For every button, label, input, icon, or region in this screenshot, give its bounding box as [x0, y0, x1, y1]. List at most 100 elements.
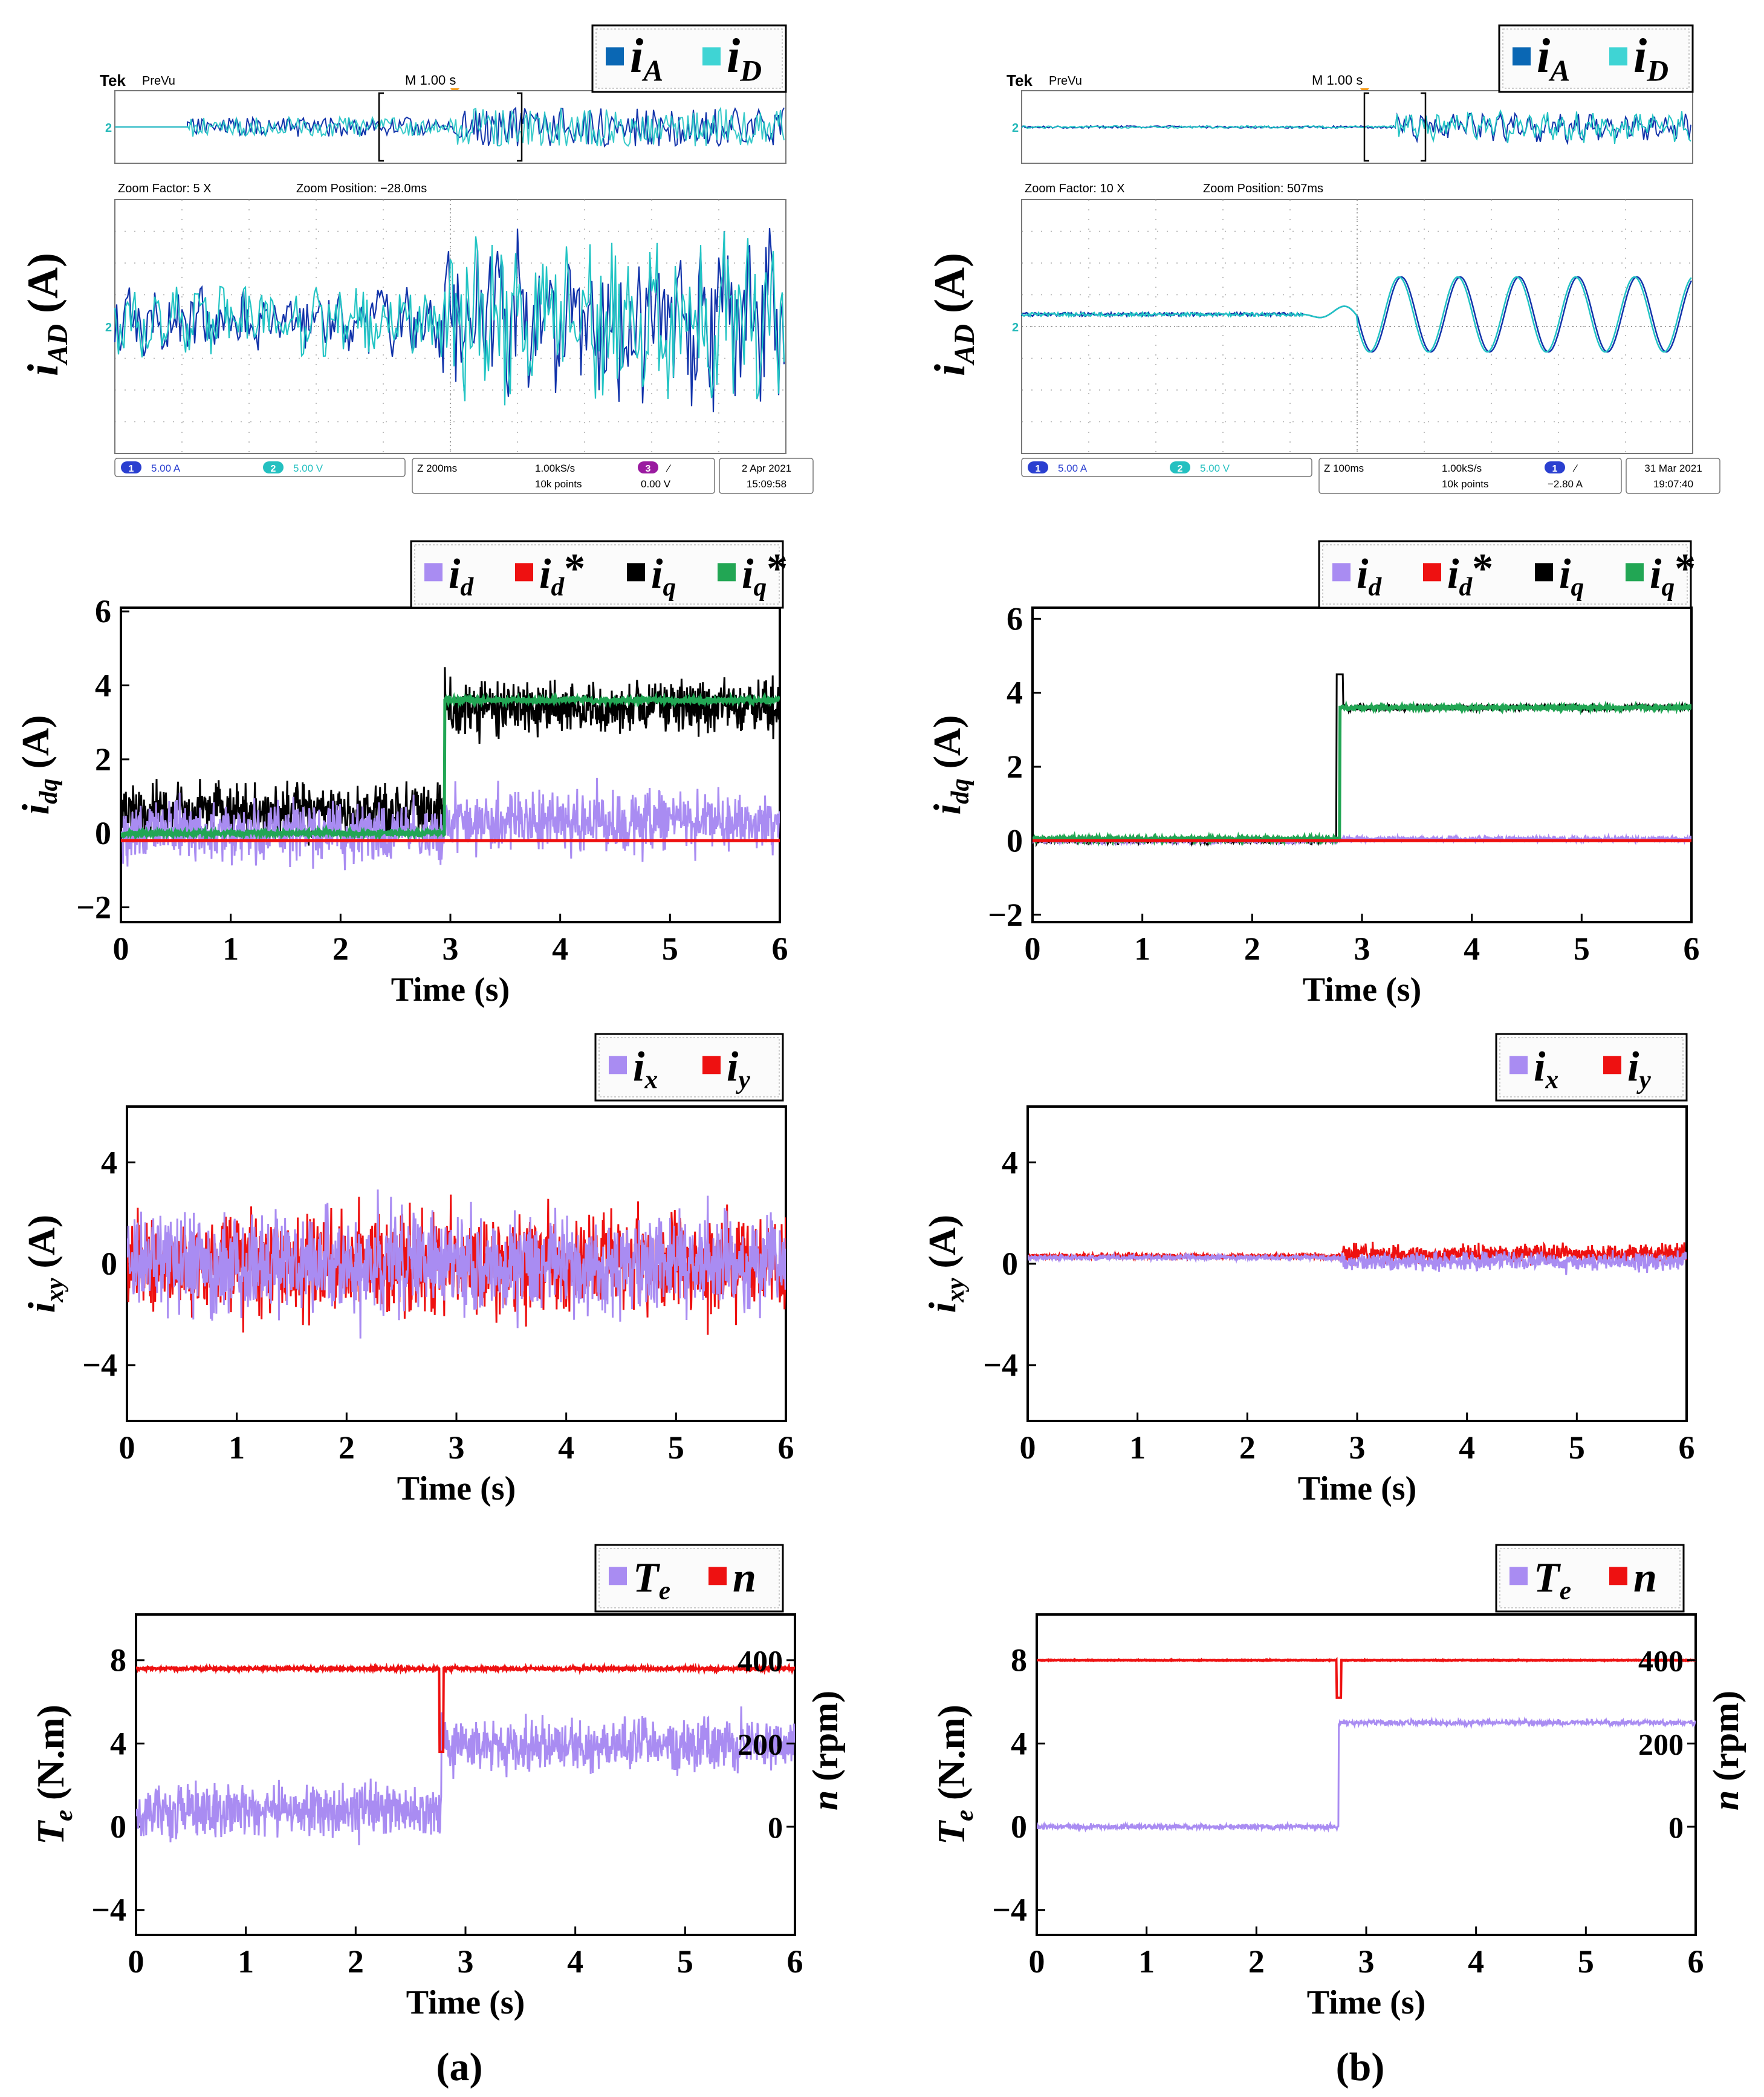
- x-tick-label: 6: [1679, 1429, 1695, 1466]
- legend-label-sub: y: [735, 1065, 750, 1094]
- series-line-n: [1037, 1657, 1696, 1699]
- legend-label-sub: q: [1571, 573, 1584, 602]
- legend-swatch-iq-ref: [1626, 563, 1644, 582]
- legend-label: iA: [1537, 30, 1570, 87]
- legend-label-star: *: [767, 546, 788, 593]
- legend-label-sub: e: [659, 1576, 670, 1605]
- scope-ch2-badge: [263, 461, 284, 473]
- y2-axis-label: n (rpm): [805, 1691, 845, 1810]
- scope-ch1-scale: 5.00 A: [151, 463, 181, 474]
- x-tick-label: 1: [222, 931, 239, 967]
- scope-sample-rate: 1.00kS/s: [535, 463, 575, 474]
- scope-time: 15:09:58: [747, 478, 786, 490]
- scope-brand: Tek: [1007, 71, 1033, 89]
- y-axis-label-text: ixy (A): [20, 1215, 69, 1313]
- legend-label-sub: d: [551, 573, 565, 602]
- y-axis-label-unit: (A): [926, 253, 974, 324]
- y-tick-label: −2: [988, 897, 1023, 933]
- scope-mode: PreVu: [1049, 74, 1082, 88]
- y2-axis-label-text: n (rpm): [1706, 1691, 1746, 1810]
- legend-label: id*: [539, 546, 585, 602]
- x-tick-label: 1: [1134, 931, 1150, 967]
- legend-label-main: i: [651, 551, 663, 597]
- y-tick-label: 2: [95, 741, 111, 778]
- y-axis-label-main: i: [921, 1302, 964, 1313]
- scope-date: 2 Apr 2021: [742, 463, 791, 474]
- series-line-iy: [1028, 1241, 1687, 1266]
- y-tick-label: −4: [82, 1347, 117, 1383]
- y-tick-label: 4: [95, 667, 111, 703]
- legend: ix iy: [1495, 1033, 1688, 1102]
- y-axis-label: ixy (A): [921, 1215, 970, 1313]
- y-axis-label-sub: e: [950, 1810, 979, 1821]
- x-tick-label: 2: [1244, 931, 1260, 967]
- y-tick-label: 0: [1007, 822, 1023, 859]
- scope-scope-b: Tek PreVu M 1.00 s 2 2 Zoom Factor: 10 X Zoom …: [926, 24, 1720, 494]
- x-tick-label: 1: [229, 1429, 245, 1466]
- x-tick-label: 0: [128, 1943, 144, 1980]
- y-axis-label-unit: (A): [14, 715, 57, 779]
- x-tick-label: 4: [552, 931, 568, 967]
- plot-series: [136, 1662, 795, 1845]
- y-axis-label: iAD (A): [19, 253, 74, 376]
- x-axis-label: Time (s): [397, 1470, 516, 1507]
- y-axis-label-sub: AD: [42, 324, 74, 366]
- x-tick-label: 2: [332, 931, 349, 967]
- y2-axis-label-unit: (rpm): [805, 1691, 845, 1790]
- legend-label-sub: D: [1646, 54, 1668, 87]
- x-tick-label: 1: [1129, 1429, 1146, 1466]
- y-tick-label: 4: [1002, 1144, 1018, 1180]
- y-axis-label-main: T: [29, 1819, 72, 1845]
- legend-label-star: *: [1472, 546, 1493, 593]
- legend-swatch-Te: [1509, 1567, 1528, 1585]
- scope-ch-marker: 2: [1012, 122, 1019, 135]
- y2-tick-label: 400: [1638, 1644, 1684, 1678]
- scope-sample-rate: 1.00kS/s: [1442, 463, 1482, 474]
- scope-scope-a: Tek PreVu M 1.00 s 2 2 Zoom Factor: 5 X Zoom P…: [19, 24, 814, 494]
- legend-swatch-iD: [1609, 47, 1627, 66]
- y-tick-label: −4: [91, 1892, 126, 1928]
- legend-label: Te: [633, 1555, 670, 1605]
- legend-label-main: T: [633, 1555, 661, 1601]
- plot-series: [121, 667, 780, 871]
- legend-label: id: [1357, 551, 1382, 602]
- scope-ch1-badge: [121, 461, 141, 473]
- scope-trig-level: 0.00 V: [641, 478, 671, 490]
- legend-inner: [1499, 1037, 1684, 1097]
- scope-ch-marker: 2: [105, 122, 112, 135]
- y2-axis-label-unit: (rpm): [1706, 1691, 1746, 1790]
- legend-swatch-iq-ref: [718, 563, 736, 582]
- legend-label-main: i: [727, 1044, 739, 1090]
- x-tick-label: 4: [567, 1943, 583, 1980]
- x-tick-label: 4: [558, 1429, 574, 1466]
- y-axis-label: ixy (A): [20, 1215, 69, 1313]
- legend-label-main: i: [1447, 551, 1459, 597]
- panel-label-b: (b): [1336, 2045, 1385, 2089]
- legend-label: iy: [727, 1044, 750, 1094]
- x-axis-label: Time (s): [1307, 1984, 1426, 2021]
- y-axis-label-sub: dq: [946, 778, 974, 804]
- x-tick-label: 3: [1358, 1943, 1375, 1980]
- y2-tick-label: 200: [1638, 1727, 1684, 1761]
- y-axis-label-text: ixy (A): [921, 1215, 970, 1313]
- legend-label-main: T: [1534, 1555, 1561, 1601]
- legend-label: n: [1633, 1555, 1657, 1601]
- scope-trig-number: 1: [1552, 464, 1558, 474]
- scope-zoom-factor: Zoom Factor: 5 X: [118, 182, 212, 195]
- legend: ix iy: [594, 1033, 784, 1102]
- series-line-iq-ref: [121, 691, 780, 842]
- plot-area: [1036, 1613, 1697, 1936]
- y-tick-label: 4: [110, 1725, 126, 1761]
- y-axis-label-main: T: [930, 1819, 973, 1845]
- legend-label: iq: [651, 551, 676, 602]
- legend-label: n: [733, 1555, 756, 1601]
- x-axis-label: Time (s): [1298, 1470, 1417, 1507]
- scope-status-channels: [1021, 458, 1312, 477]
- x-tick-label: 3: [443, 931, 459, 967]
- y-axis-label-sub: dq: [34, 778, 63, 804]
- legend-swatch-iq: [1535, 563, 1553, 582]
- y-axis-label-unit: (N.m): [29, 1705, 72, 1810]
- legend: iA iD: [591, 24, 787, 93]
- y-tick-label: 4: [1011, 1725, 1027, 1761]
